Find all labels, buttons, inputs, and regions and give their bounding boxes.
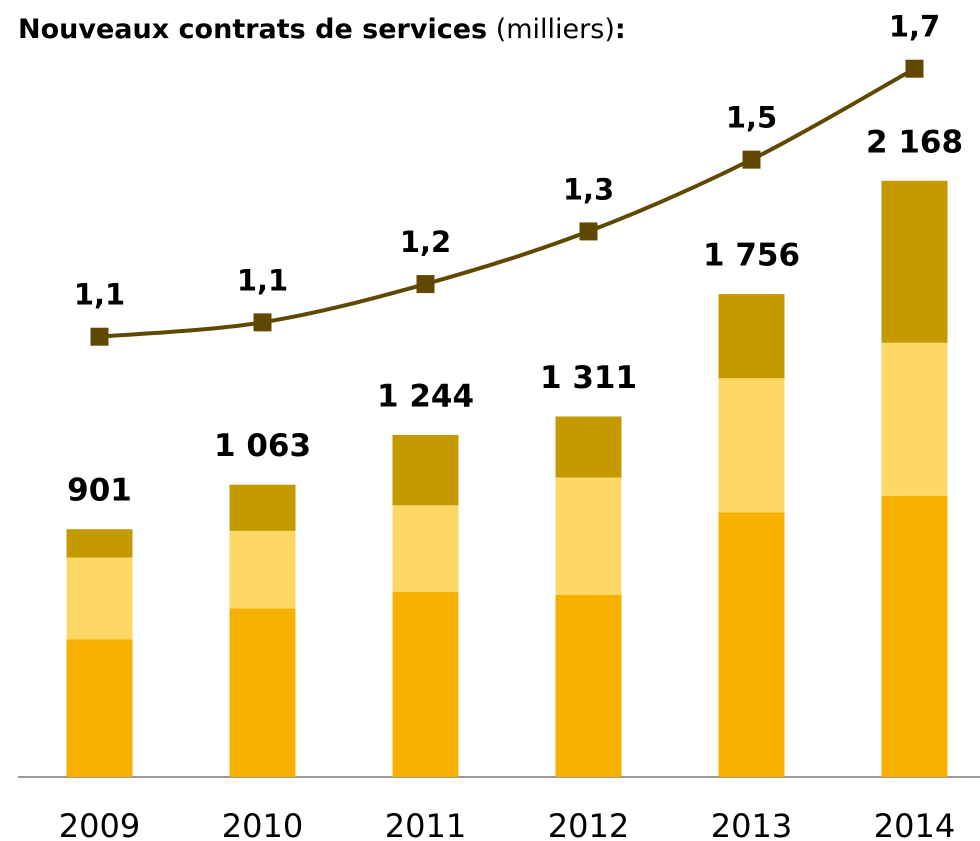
bar-segment <box>718 294 785 379</box>
line <box>99 66 916 339</box>
total-label: 1 756 <box>703 238 800 274</box>
line-value-label: 1,2 <box>400 225 451 259</box>
x-tick-label: 2012 <box>548 807 629 841</box>
bar-segment <box>66 529 133 558</box>
bar-segment <box>229 484 296 531</box>
line-value-label: 1,1 <box>237 263 288 297</box>
title-text: Nouveaux contrats de services <box>18 14 487 45</box>
bar-segment <box>392 591 459 777</box>
chart-title: Nouveaux contrats de services (milliers)… <box>18 14 626 45</box>
x-tick-label: 2013 <box>711 807 792 841</box>
line-value-label: 1,7 <box>889 10 940 44</box>
title-end: : <box>615 14 626 45</box>
total-label: 2 168 <box>866 124 963 160</box>
line-marker <box>905 59 924 78</box>
line-marker <box>579 222 598 241</box>
bar-segment <box>229 608 296 777</box>
total-label: 1 063 <box>214 428 311 464</box>
bar-segment <box>881 495 948 777</box>
line-value-label: 1,1 <box>74 278 125 312</box>
x-tick-label: 2010 <box>222 807 303 841</box>
bar-segment <box>66 639 133 777</box>
line-marker <box>742 150 761 169</box>
bar-segment <box>881 180 948 343</box>
line-value-label: 1,5 <box>726 101 777 135</box>
bar-segment <box>881 342 948 496</box>
x-tick-label: 2014 <box>874 807 955 841</box>
bar-segment <box>555 477 622 595</box>
total-label: 1 311 <box>540 360 637 396</box>
bar-segment <box>229 530 296 609</box>
line-marker <box>253 313 272 332</box>
x-tick-label: 2011 <box>385 807 466 841</box>
total-label: 1 244 <box>377 378 474 414</box>
line-marker <box>90 327 109 346</box>
bar-segment <box>718 378 785 513</box>
bar-segment <box>718 512 785 777</box>
line-value-label: 1,3 <box>563 172 614 206</box>
bar-segment <box>66 557 133 640</box>
bar-segment <box>555 416 622 478</box>
bar-segment <box>392 505 459 592</box>
bar-segment <box>392 434 459 506</box>
x-tick-label: 2009 <box>59 807 140 841</box>
line-marker <box>416 275 435 294</box>
title-unit: (milliers) <box>496 14 615 45</box>
total-label: 901 <box>67 473 132 509</box>
bar-segment <box>555 594 622 777</box>
